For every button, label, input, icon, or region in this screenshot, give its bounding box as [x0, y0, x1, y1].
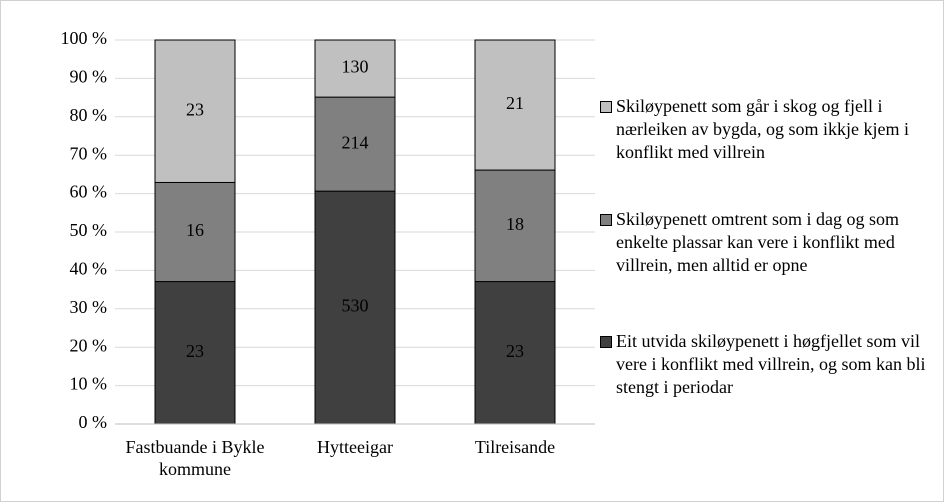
y-tick-label: 90 % [70, 67, 108, 87]
legend-label: Skiløypenett som går i skog og fjell i n… [616, 96, 909, 162]
bar-segment [154, 39, 236, 183]
y-tick-label: 50 % [70, 220, 108, 240]
legend-swatch [600, 101, 612, 113]
legend-item: Skiløypenett omtrent som i dag og som en… [600, 208, 930, 277]
y-tick-label: 40 % [70, 259, 108, 279]
y-tick-label: 60 % [70, 182, 108, 202]
data-label: 18 [506, 214, 524, 234]
data-label: 530 [342, 296, 369, 316]
y-tick-label: 0 % [79, 412, 108, 432]
bar-segment [474, 39, 556, 171]
bar-segment [314, 190, 396, 425]
legend-swatch [600, 336, 612, 348]
data-label: 23 [186, 99, 204, 119]
legend-item: Skiløypenett som går i skog og fjell i n… [600, 95, 930, 164]
y-tick-label: 100 % [61, 28, 108, 48]
data-label: 16 [186, 220, 204, 240]
bar-segment [474, 281, 556, 425]
y-tick-label: 30 % [70, 297, 108, 317]
bar-segment [314, 39, 396, 98]
data-label: 23 [506, 341, 524, 361]
legend-swatch [600, 214, 612, 226]
bar-segment [474, 169, 556, 283]
x-tick-label: Tilreisande [474, 437, 556, 457]
bar-segment [314, 96, 396, 192]
data-label: 214 [342, 132, 369, 152]
legend-label: Eit utvida skiløypenett i høgfjellet som… [616, 331, 926, 397]
bar-segment [154, 281, 236, 425]
x-tick-label: Hytteeigar [317, 437, 393, 457]
data-label: 23 [186, 341, 204, 361]
x-tick-label: Fastbuande i Bykle kommune [125, 437, 265, 479]
y-tick-label: 20 % [70, 335, 108, 355]
y-tick-label: 80 % [70, 105, 108, 125]
data-label: 130 [342, 57, 369, 77]
legend-item: Eit utvida skiløypenett i høgfjellet som… [600, 330, 930, 399]
y-tick-label: 10 % [70, 374, 108, 394]
legend-label: Skiløypenett omtrent som i dag og som en… [616, 209, 899, 275]
data-label: 21 [506, 93, 524, 113]
bar-segment [154, 181, 236, 283]
y-tick-label: 70 % [70, 143, 108, 163]
